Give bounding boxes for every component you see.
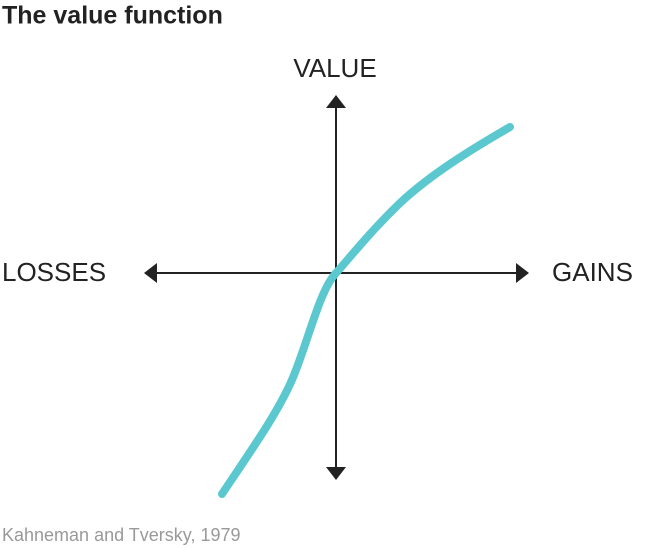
arrow-down [326, 467, 346, 480]
title: The value function [2, 2, 223, 30]
y-axis-label: VALUE [293, 53, 376, 83]
value-curve [218, 123, 514, 498]
arrow-up [326, 95, 346, 108]
arrow-left [144, 263, 157, 283]
gains-label: GAINS [552, 257, 633, 287]
losses-label: LOSSES [2, 257, 106, 287]
arrow-right [516, 263, 529, 283]
arrowheads [144, 95, 529, 480]
source: Kahneman and Tversky, 1979 [2, 525, 240, 545]
